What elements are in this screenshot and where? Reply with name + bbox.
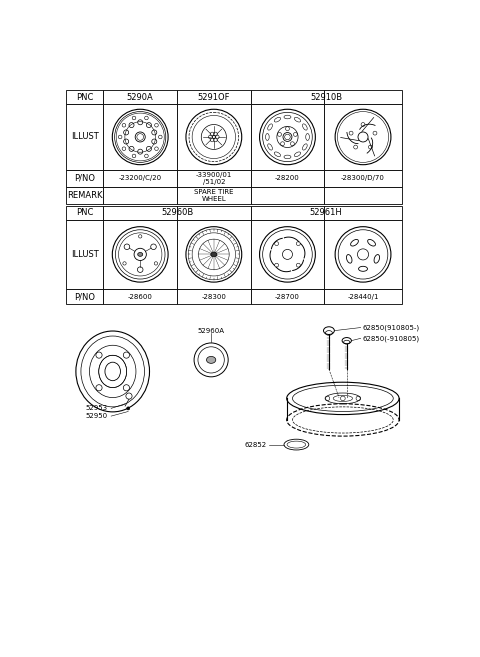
Text: 52961H: 52961H	[310, 208, 343, 217]
Text: 52953: 52953	[85, 405, 107, 411]
Text: -28200: -28200	[275, 175, 300, 181]
Bar	[103, 91, 177, 104]
Bar	[177, 104, 251, 170]
Bar	[103, 104, 177, 170]
Text: 52910B: 52910B	[310, 93, 342, 102]
Bar	[66, 104, 103, 170]
Text: PNC: PNC	[76, 208, 94, 217]
Bar	[103, 187, 177, 204]
Bar	[324, 206, 402, 219]
Bar	[103, 170, 177, 187]
Text: -28300/D/70: -28300/D/70	[341, 175, 385, 181]
Bar	[324, 170, 402, 187]
Bar	[66, 170, 103, 187]
Text: 52960A: 52960A	[198, 328, 225, 334]
Text: 62850(910805-): 62850(910805-)	[362, 325, 420, 331]
Text: REMARK: REMARK	[67, 191, 103, 200]
Ellipse shape	[206, 357, 216, 363]
Text: ILLUST: ILLUST	[71, 250, 99, 259]
Text: ILLUST: ILLUST	[71, 133, 99, 141]
Text: -28700: -28700	[275, 294, 300, 300]
Text: P/NO: P/NO	[74, 292, 96, 302]
Bar	[66, 187, 103, 204]
Bar	[324, 91, 402, 104]
Ellipse shape	[211, 252, 217, 257]
Bar	[324, 219, 402, 289]
Text: -28440/1: -28440/1	[347, 294, 379, 300]
Bar	[177, 289, 251, 304]
Text: 5290A: 5290A	[127, 93, 154, 102]
Bar	[103, 206, 177, 219]
Text: PNC: PNC	[76, 93, 94, 102]
Bar	[66, 219, 103, 289]
Text: -28600: -28600	[128, 294, 153, 300]
Bar	[324, 104, 402, 170]
Text: -23200/C/20: -23200/C/20	[119, 175, 162, 181]
Bar	[251, 219, 324, 289]
Bar	[177, 91, 251, 104]
Bar	[177, 219, 251, 289]
Bar	[177, 206, 251, 219]
Circle shape	[127, 407, 130, 410]
Bar	[251, 289, 324, 304]
Text: -33900/01
/51/02: -33900/01 /51/02	[196, 171, 232, 185]
Bar	[66, 289, 103, 304]
Bar	[66, 206, 103, 219]
Bar	[324, 289, 402, 304]
Bar	[66, 91, 103, 104]
Bar	[251, 187, 324, 204]
Text: P/NO: P/NO	[74, 173, 96, 183]
Bar	[251, 206, 324, 219]
Bar	[103, 219, 177, 289]
Text: SPARE TIRE
WHEEL: SPARE TIRE WHEEL	[194, 189, 234, 202]
Bar	[251, 170, 324, 187]
Text: 5291OF: 5291OF	[198, 93, 230, 102]
Bar	[177, 170, 251, 187]
Text: 52960B: 52960B	[161, 208, 193, 217]
Text: 52950: 52950	[85, 413, 107, 419]
Ellipse shape	[138, 252, 143, 256]
Bar	[251, 104, 324, 170]
Text: 62850(-910805): 62850(-910805)	[362, 335, 420, 342]
Text: -28300: -28300	[202, 294, 226, 300]
Text: 62852: 62852	[245, 442, 267, 447]
Bar	[103, 289, 177, 304]
Bar	[251, 91, 324, 104]
Bar	[324, 187, 402, 204]
Bar	[177, 187, 251, 204]
